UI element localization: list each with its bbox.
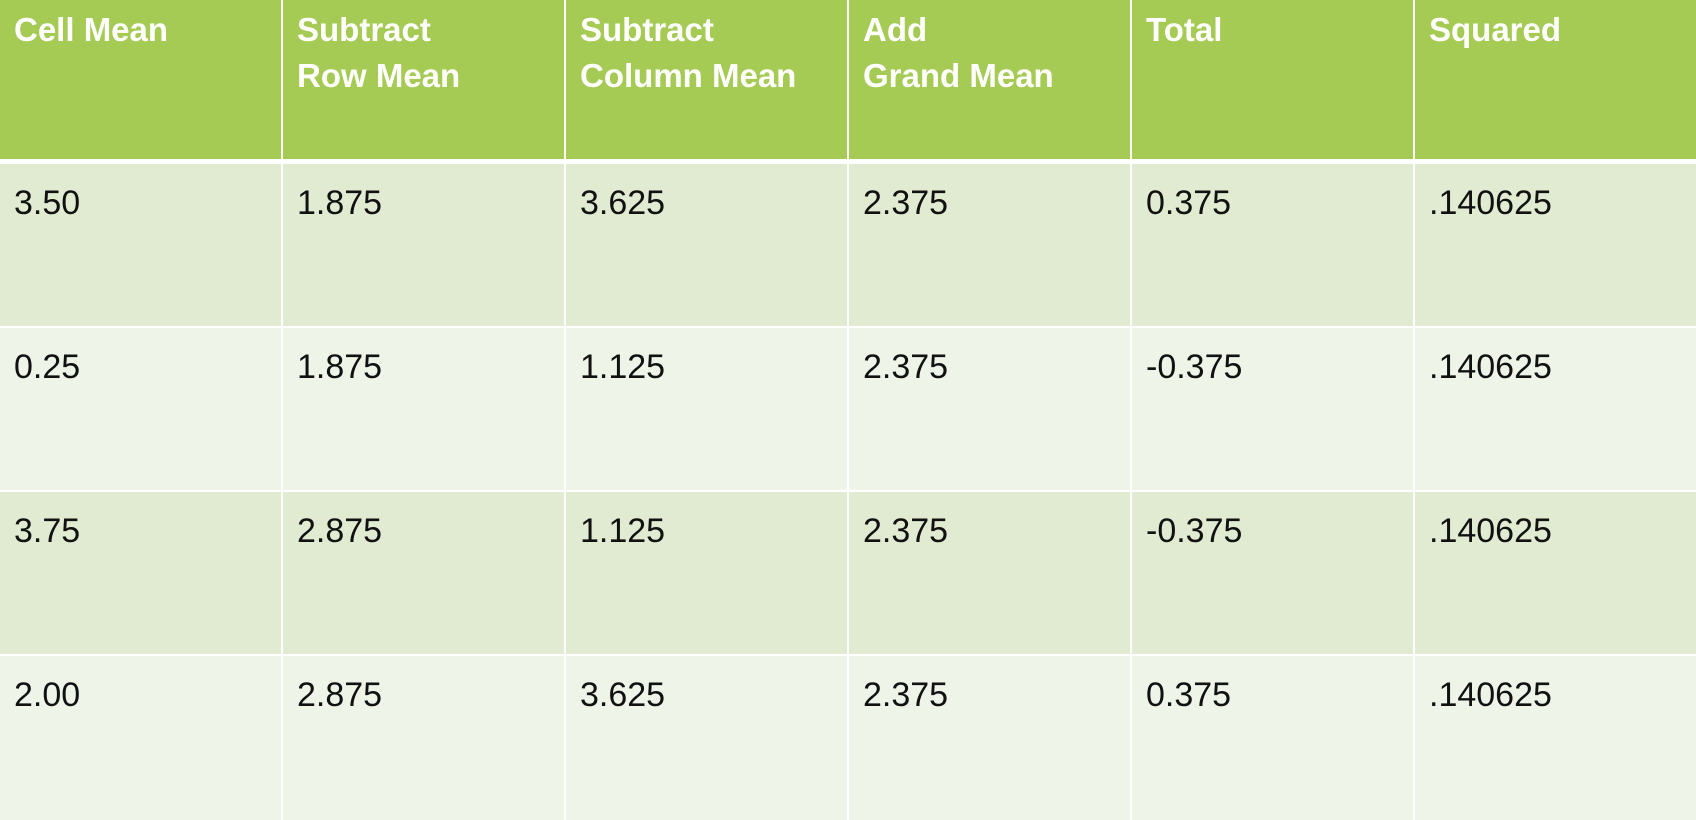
total-value: -0.375 [1132,492,1415,656]
squared-value: .140625 [1415,164,1696,328]
header-line: Cell Mean [14,11,169,48]
header-row: Cell Mean Subtract Row Mean Subtract Col… [0,0,1696,164]
row-mean-value: 1.875 [283,328,566,492]
header-line: Column Mean [580,57,797,94]
header-squared: Squared [1415,0,1696,164]
table-row: 3.50 1.875 3.625 2.375 0.375 .140625 [0,164,1696,328]
cell-mean-value: 3.50 [0,164,283,328]
grand-mean-value: 2.375 [849,328,1132,492]
header-line: Add [863,11,928,48]
header-subtract-row-mean: Subtract Row Mean [283,0,566,164]
column-mean-value: 3.625 [566,656,849,820]
grand-mean-value: 2.375 [849,492,1132,656]
total-value: 0.375 [1132,656,1415,820]
table-body: 3.50 1.875 3.625 2.375 0.375 .140625 0.2… [0,164,1696,820]
cell-mean-value: 3.75 [0,492,283,656]
header-total: Total [1132,0,1415,164]
header-line: Subtract [297,11,431,48]
column-mean-value: 1.125 [566,492,849,656]
table-row: 3.75 2.875 1.125 2.375 -0.375 .140625 [0,492,1696,656]
total-value: 0.375 [1132,164,1415,328]
header-subtract-column-mean: Subtract Column Mean [566,0,849,164]
squared-value: .140625 [1415,656,1696,820]
squared-value: .140625 [1415,328,1696,492]
header-cell-mean: Cell Mean [0,0,283,164]
row-mean-value: 2.875 [283,492,566,656]
table-header: Cell Mean Subtract Row Mean Subtract Col… [0,0,1696,164]
header-add-grand-mean: Add Grand Mean [849,0,1132,164]
table-row: 0.25 1.875 1.125 2.375 -0.375 .140625 [0,328,1696,492]
total-value: -0.375 [1132,328,1415,492]
column-mean-value: 3.625 [566,164,849,328]
row-mean-value: 2.875 [283,656,566,820]
header-line: Subtract [580,11,714,48]
table-row: 2.00 2.875 3.625 2.375 0.375 .140625 [0,656,1696,820]
header-line: Row Mean [297,57,461,94]
grand-mean-value: 2.375 [849,164,1132,328]
header-line: Total [1146,11,1223,48]
header-line: Grand Mean [863,57,1054,94]
header-line: Squared [1429,11,1562,48]
squared-value: .140625 [1415,492,1696,656]
grand-mean-value: 2.375 [849,656,1132,820]
cell-mean-value: 2.00 [0,656,283,820]
column-mean-value: 1.125 [566,328,849,492]
row-mean-value: 1.875 [283,164,566,328]
cell-mean-value: 0.25 [0,328,283,492]
